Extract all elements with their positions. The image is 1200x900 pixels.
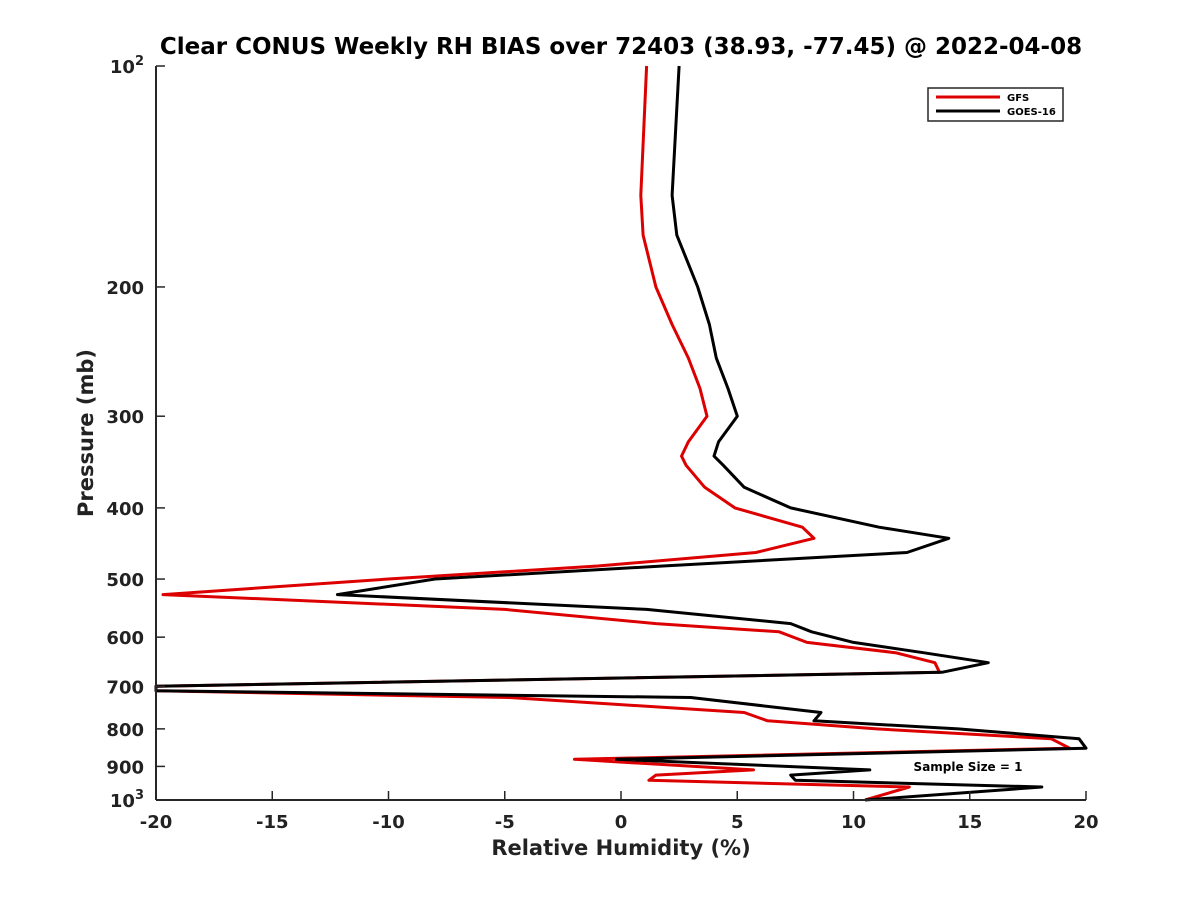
x-tick-label: -15	[256, 812, 289, 833]
y-tick-label: 102	[110, 54, 144, 78]
y-tick-label: 600	[106, 628, 144, 649]
x-tick-label: -20	[140, 812, 173, 833]
x-tick-label: -10	[372, 812, 405, 833]
x-tick-label: 20	[1073, 812, 1098, 833]
x-tick-label: 15	[957, 812, 982, 833]
y-tick-label: 103	[110, 788, 144, 812]
legend-box	[927, 87, 1064, 122]
x-tick-label: 5	[731, 812, 744, 833]
chart-title: Clear CONUS Weekly RH BIAS over 72403 (3…	[160, 34, 1082, 60]
plot-area: -20 -15 -10 -5 0 5 10 15 20 102 200 300 400 500 600 70…	[106, 54, 1098, 833]
y-tick-label: 200	[106, 278, 144, 299]
y-tick-label: 700	[106, 677, 144, 698]
series-layer	[154, 65, 1088, 802]
x-ticks: -20 -15 -10 -5 0 5 10 15 20	[140, 791, 1099, 833]
y-tick-label: 400	[106, 499, 144, 520]
x-tick-label: 0	[615, 812, 628, 833]
y-tick-label: 900	[106, 757, 144, 778]
x-axis-label: Relative Humidity (%)	[491, 836, 750, 860]
series-line-gfs	[154, 65, 1072, 802]
sample-size-annotation: Sample Size = 1	[914, 760, 1023, 774]
x-tick-label: 10	[841, 812, 866, 833]
series-line-goes-16	[154, 65, 1088, 802]
y-ticks: 102 200 300 400 500 600 700 800 900 103	[106, 54, 165, 812]
x-tick-label: -5	[495, 812, 515, 833]
legend-label-goes-16: GOES-16	[1007, 107, 1056, 118]
y-tick-label: 800	[106, 720, 144, 741]
y-tick-label: 300	[106, 407, 144, 428]
legend-label-gfs: GFS	[1007, 93, 1029, 104]
y-tick-label: 500	[106, 570, 144, 591]
legend: GFS GOES-16	[927, 87, 1064, 122]
y-axis-label: Pressure (mb)	[74, 349, 98, 517]
legend-items: GFS GOES-16	[936, 93, 1056, 118]
